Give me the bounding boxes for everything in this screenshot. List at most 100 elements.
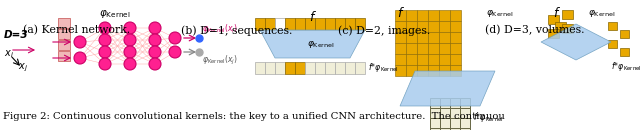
Bar — [417, 54, 428, 65]
Bar — [620, 30, 629, 38]
Circle shape — [124, 58, 136, 70]
Bar — [450, 54, 461, 65]
Bar — [428, 21, 439, 32]
Bar — [562, 24, 573, 33]
Bar — [430, 108, 440, 118]
Bar — [315, 62, 325, 74]
Bar — [275, 18, 285, 30]
Bar — [439, 32, 450, 43]
Circle shape — [124, 22, 136, 34]
Text: (d) D=3, volumes.: (d) D=3, volumes. — [484, 25, 584, 36]
Bar — [255, 18, 265, 30]
Bar — [440, 128, 450, 130]
Circle shape — [169, 46, 181, 58]
Bar — [548, 15, 559, 24]
Bar — [417, 21, 428, 32]
Text: $\varphi_{\mathrm{Kernel}}(x_j)$: $\varphi_{\mathrm{Kernel}}(x_j)$ — [202, 54, 238, 67]
Bar — [406, 10, 417, 21]
Bar — [305, 62, 315, 74]
Text: (a) Kernel network.: (a) Kernel network. — [23, 25, 131, 36]
Bar — [417, 32, 428, 43]
Bar — [265, 18, 275, 30]
Text: $\varphi_{\mathrm{Kernel}}$: $\varphi_{\mathrm{Kernel}}$ — [486, 8, 514, 19]
Bar — [395, 54, 406, 65]
Bar — [450, 98, 460, 108]
Circle shape — [169, 32, 181, 44]
Bar — [285, 62, 295, 74]
Bar — [608, 22, 617, 30]
Bar — [406, 21, 417, 32]
Bar — [608, 40, 617, 48]
Bar — [325, 18, 335, 30]
Bar — [355, 62, 365, 74]
Text: $f$: $f$ — [308, 10, 317, 24]
Bar — [428, 43, 439, 54]
Circle shape — [149, 22, 161, 34]
Bar — [58, 29, 70, 39]
Circle shape — [149, 34, 161, 46]
Bar — [450, 65, 461, 76]
Circle shape — [99, 34, 111, 46]
Text: (b) D=1, sequences.: (b) D=1, sequences. — [181, 25, 292, 36]
Bar — [395, 32, 406, 43]
Bar — [439, 43, 450, 54]
Bar — [417, 65, 428, 76]
Bar — [555, 22, 566, 31]
Circle shape — [99, 22, 111, 34]
Bar — [620, 48, 629, 56]
Circle shape — [124, 34, 136, 46]
Bar — [406, 54, 417, 65]
Bar — [440, 118, 450, 128]
Bar — [345, 18, 355, 30]
Text: (c) D=2, images.: (c) D=2, images. — [338, 25, 430, 36]
Polygon shape — [260, 30, 365, 58]
Circle shape — [149, 58, 161, 70]
Bar — [460, 108, 470, 118]
Bar — [395, 43, 406, 54]
Circle shape — [99, 58, 111, 70]
Bar — [430, 98, 440, 108]
Bar — [548, 29, 559, 38]
Text: $f\!*\!\varphi_{\mathrm{Kernel}}$: $f\!*\!\varphi_{\mathrm{Kernel}}$ — [611, 60, 640, 73]
Bar — [450, 118, 460, 128]
Text: $\varphi_{\mathrm{Kernel}}(x_i)$: $\varphi_{\mathrm{Kernel}}(x_i)$ — [202, 22, 238, 35]
Bar — [440, 98, 450, 108]
Circle shape — [74, 52, 86, 64]
Bar — [417, 43, 428, 54]
Text: $\varphi_{\mathrm{Kernel}}$: $\varphi_{\mathrm{Kernel}}$ — [588, 8, 616, 19]
Bar — [295, 18, 305, 30]
Text: D=3: D=3 — [4, 30, 29, 40]
Bar — [395, 10, 406, 21]
Bar — [450, 10, 461, 21]
Bar — [395, 65, 406, 76]
Text: $f$: $f$ — [397, 6, 405, 20]
Circle shape — [149, 46, 161, 58]
Bar — [460, 98, 470, 108]
Bar — [430, 118, 440, 128]
Bar — [58, 51, 70, 61]
Bar — [450, 32, 461, 43]
Text: $f\!*\!\varphi_{\mathrm{Kernel}}$: $f\!*\!\varphi_{\mathrm{Kernel}}$ — [368, 61, 399, 74]
Polygon shape — [400, 71, 495, 106]
Bar — [335, 18, 345, 30]
Bar — [428, 65, 439, 76]
Bar — [58, 40, 70, 50]
Text: $\varphi_{\mathrm{Kernel}}$: $\varphi_{\mathrm{Kernel}}$ — [99, 8, 131, 20]
Bar — [428, 10, 439, 21]
Bar — [450, 43, 461, 54]
Text: $f\!*\!\varphi_{\mathrm{Kernel}}$: $f\!*\!\varphi_{\mathrm{Kernel}}$ — [473, 112, 504, 125]
Bar — [450, 128, 460, 130]
Bar — [562, 10, 573, 19]
Bar — [295, 62, 305, 74]
Circle shape — [74, 36, 86, 48]
Polygon shape — [541, 24, 611, 60]
Bar — [450, 108, 460, 118]
Bar — [428, 54, 439, 65]
Bar — [460, 128, 470, 130]
Bar — [439, 54, 450, 65]
Text: $x_i$: $x_i$ — [4, 48, 14, 60]
Bar — [460, 118, 470, 128]
Bar — [265, 62, 275, 74]
Bar — [335, 62, 345, 74]
Text: $f$: $f$ — [553, 6, 561, 20]
